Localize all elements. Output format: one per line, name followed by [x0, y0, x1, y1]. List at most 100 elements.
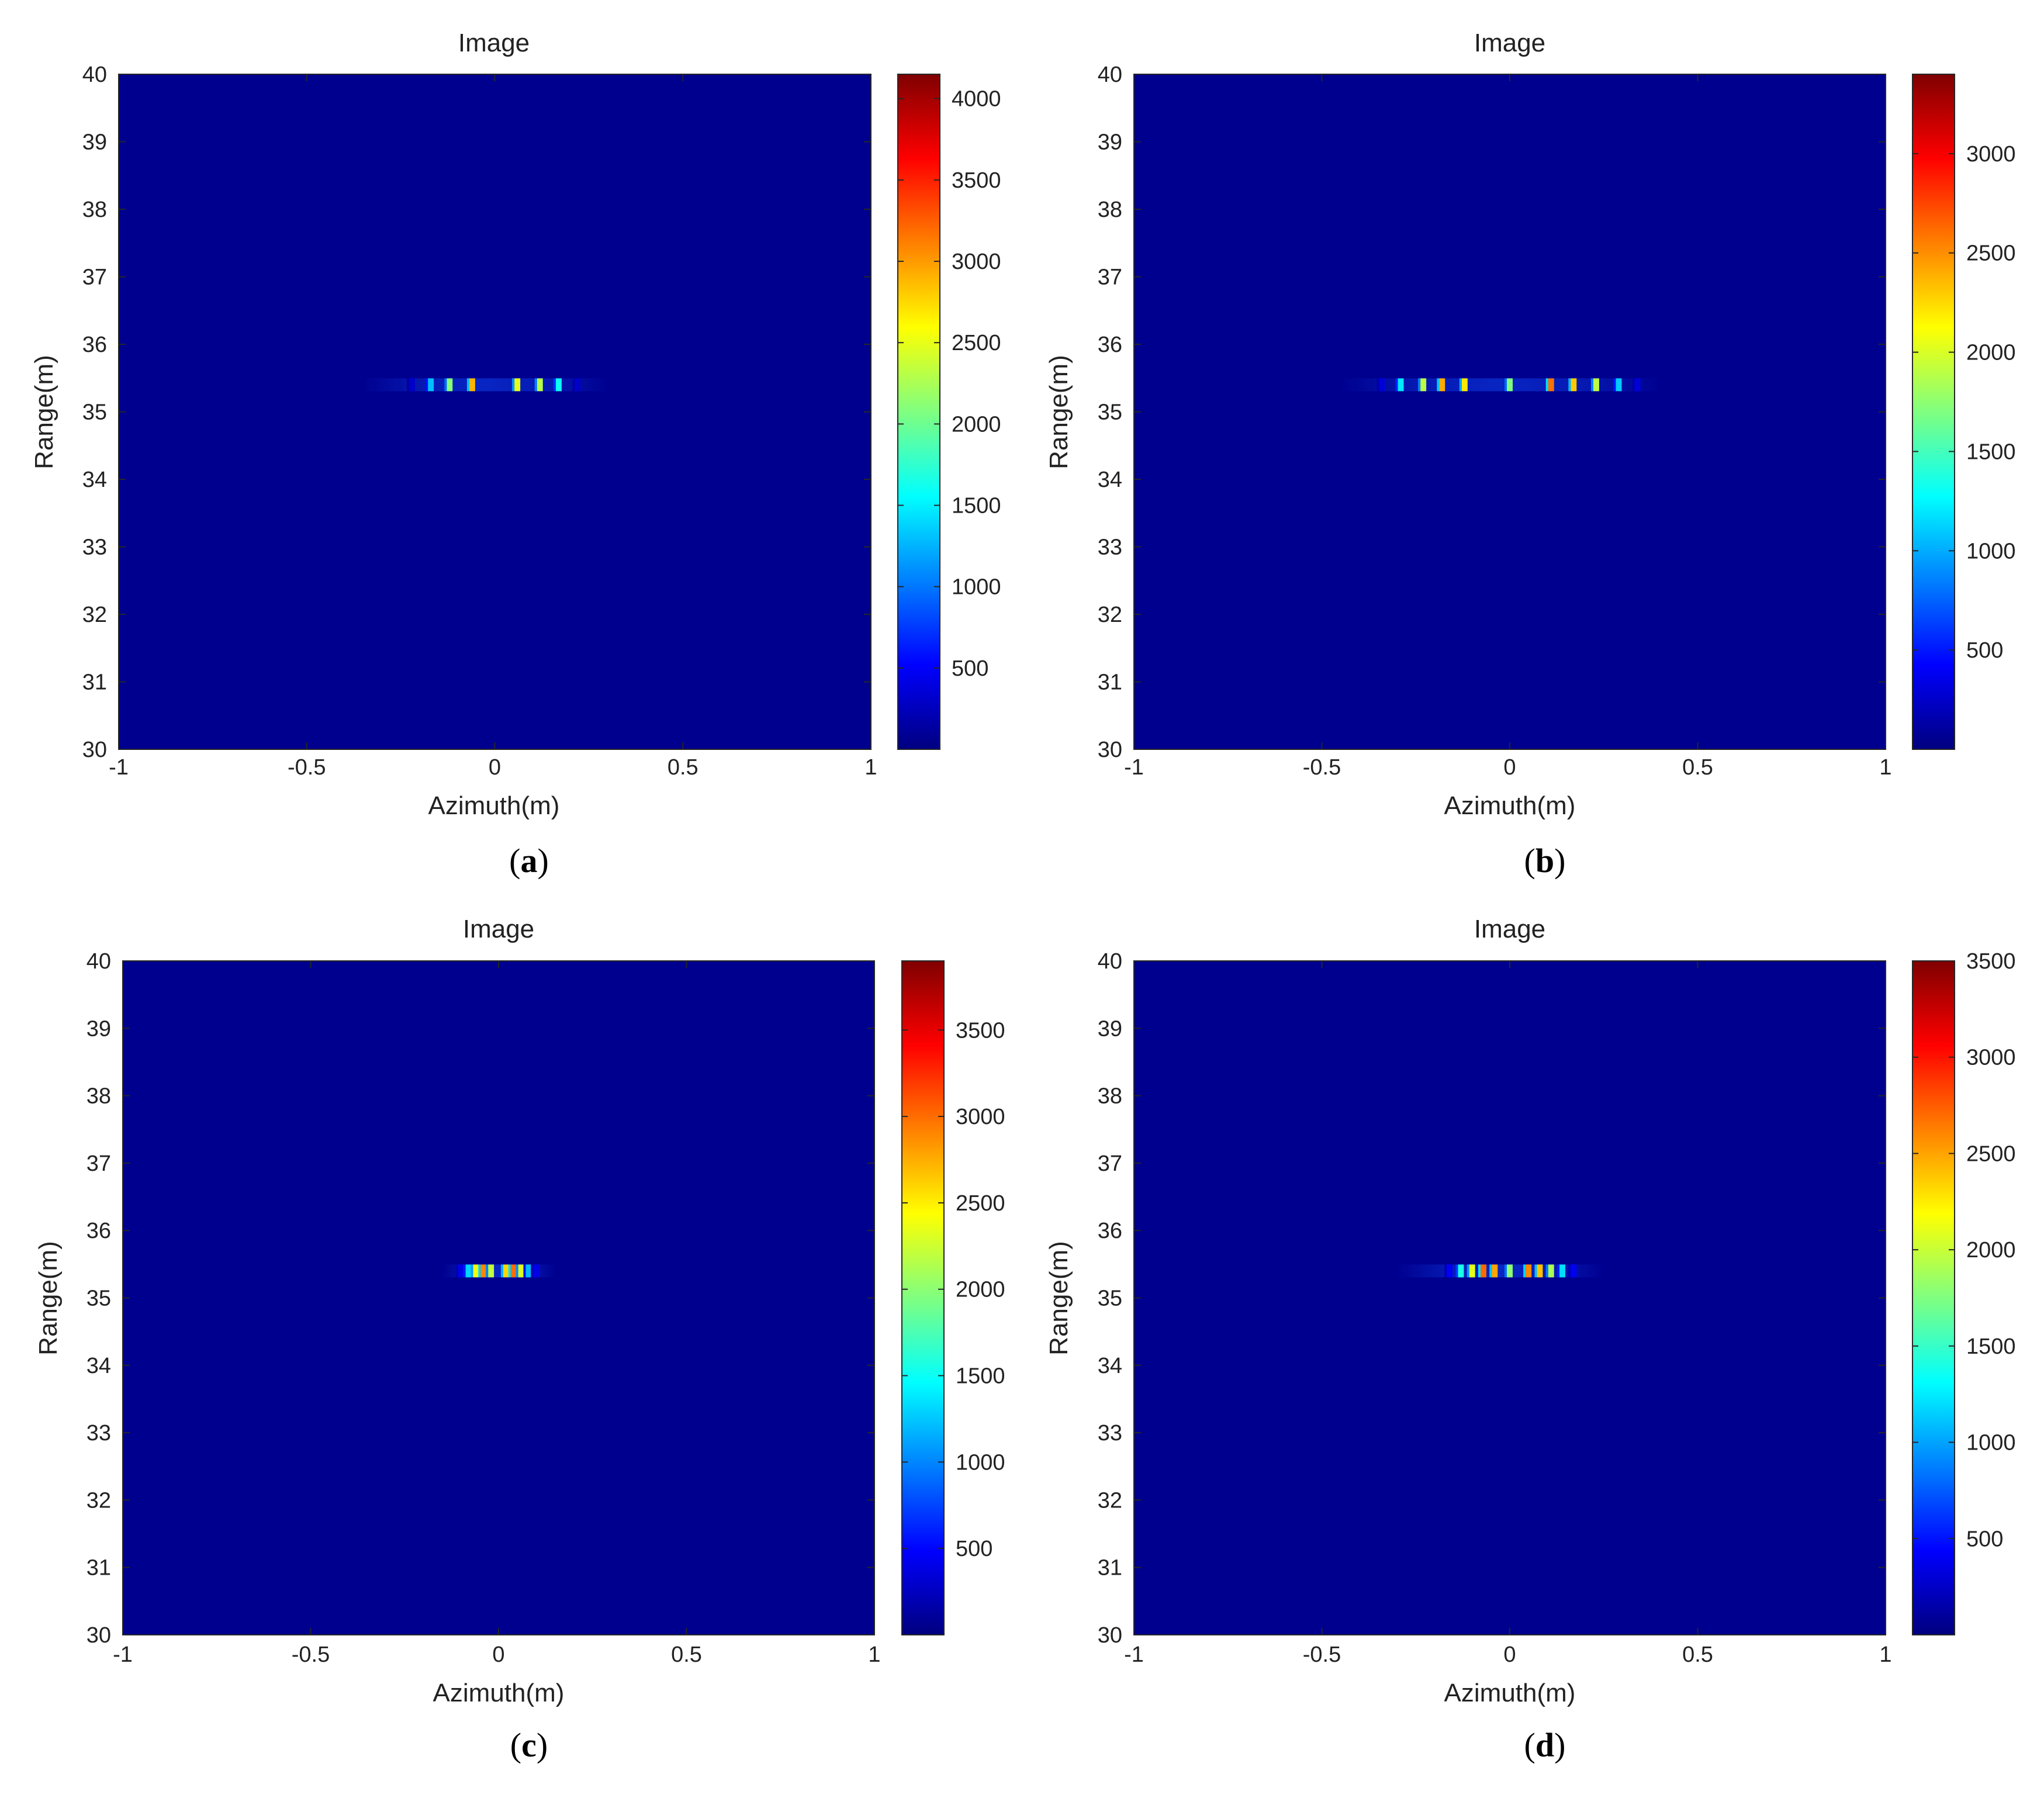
target-peak: [469, 378, 475, 392]
target-peak: [488, 1264, 494, 1278]
target-peak: [525, 1264, 532, 1278]
chart-title: Image: [458, 29, 530, 57]
target-peak-sidelobe: [1557, 1264, 1560, 1278]
target-peak: [1571, 1264, 1577, 1278]
colorbar-tick-label: 3500: [956, 1018, 1005, 1043]
target-peak: [1398, 378, 1404, 392]
y-tick-label: 32: [82, 603, 107, 627]
panel-c: Image -1 -0.5 0 0.5 1 30 31 32 33 34 35 36 37 38 39 40 Az…: [34, 915, 1005, 1764]
x-tick-label: -1: [113, 1642, 133, 1667]
panel-caption-letter: c: [521, 1726, 537, 1764]
y-tick-label: 34: [1098, 1354, 1122, 1378]
colorbar-tick-label: 2000: [1966, 1238, 2016, 1263]
colorbar-tick-label: 500: [1966, 638, 2003, 663]
y-tick-label: 39: [1098, 130, 1122, 155]
colorbar: [1912, 961, 1955, 1635]
y-tick-label: 38: [82, 198, 107, 222]
target-peak-sidelobe: [471, 1264, 473, 1278]
y-tick-label: 30: [82, 738, 107, 762]
target-peak-sidelobe: [444, 378, 447, 392]
y-tick-label: 32: [1098, 603, 1122, 627]
x-tick-label: -0.5: [288, 755, 326, 780]
target-peak-sidelobe: [466, 378, 469, 392]
target-peak-sidelobe: [553, 378, 556, 392]
panel-caption: (a): [509, 842, 549, 880]
colorbar-tick-label: 3500: [1966, 949, 2016, 974]
panel-d: Image -1 -0.5 0 0.5 1 30 31 32 33 34 35 36 37 38 39 40 Az…: [1045, 915, 2016, 1764]
x-axis-label: Azimuth(m): [1444, 1679, 1576, 1707]
colorbar-frame: [897, 74, 940, 750]
target-peak: [1439, 378, 1445, 392]
x-tick-label: -0.5: [1303, 755, 1341, 780]
target-peak-sidelobe: [1478, 1264, 1481, 1278]
target-peak-sidelobe: [1444, 1264, 1447, 1278]
target-peak: [518, 1264, 524, 1278]
y-tick-label: 36: [87, 1219, 111, 1243]
target-peak-sidelobe: [500, 1264, 503, 1278]
y-tick-label: 35: [82, 400, 107, 425]
y-tick-label: 37: [1098, 265, 1122, 290]
panel-a: Image -1 -0.5 0 0.5 1 30 31 32 33 34 35 36 37 38 39 40 Az…: [30, 29, 1001, 880]
target-peak: [1548, 378, 1554, 392]
target-peak: [1379, 378, 1385, 392]
target-peak: [428, 378, 434, 392]
y-tick-label: 34: [87, 1354, 111, 1378]
target-peak-sidelobe: [1534, 1264, 1537, 1278]
target-peak: [575, 378, 581, 392]
y-tick-label: 33: [82, 535, 107, 560]
target-peak: [503, 1264, 509, 1278]
y-tick-label: 40: [87, 949, 111, 974]
y-tick-label: 35: [1098, 1286, 1122, 1311]
y-tick-label: 40: [1098, 63, 1122, 87]
y-tick-label: 37: [1098, 1151, 1122, 1176]
target-peak: [1559, 1264, 1566, 1278]
target-halo: [363, 378, 608, 392]
x-tick-label: 0.5: [668, 755, 698, 780]
y-axis-label: Range(m): [34, 1241, 63, 1355]
x-tick-label: 0.5: [671, 1642, 702, 1667]
colorbar-tick-label: 2500: [952, 331, 1001, 355]
y-tick-label: 31: [1098, 1556, 1122, 1580]
panel-caption-letter: d: [1535, 1726, 1554, 1764]
chart-title: Image: [1474, 915, 1545, 943]
target-peak: [1458, 1264, 1464, 1278]
target-peak-sidelobe: [531, 1264, 534, 1278]
target-peak-sidelobe: [1505, 378, 1507, 392]
colorbar-tick-label: 1500: [956, 1364, 1005, 1389]
target-peak-sidelobe: [534, 378, 537, 392]
target-peak-sidelobe: [1613, 378, 1616, 392]
panel-caption: (b): [1524, 842, 1566, 880]
y-tick-label: 34: [82, 468, 107, 492]
colorbar-tick-label: 3000: [952, 250, 1001, 274]
colorbar-tick-label: 2000: [952, 412, 1001, 437]
target-peak: [1593, 378, 1599, 392]
target-peak: [1548, 1264, 1554, 1278]
y-tick-label: 31: [82, 670, 107, 695]
target-peak: [1526, 1264, 1532, 1278]
target-peak-sidelobe: [1523, 1264, 1526, 1278]
target-peak: [537, 378, 543, 392]
panel-caption-letter: a: [521, 842, 538, 880]
colorbar-frame: [1912, 74, 1955, 750]
target-peak-sidelobe: [1568, 378, 1571, 392]
y-tick-label: 39: [82, 130, 107, 155]
target-peak-sidelobe: [1632, 378, 1635, 392]
target-peak-sidelobe: [455, 1264, 458, 1278]
x-tick-label: 0: [1503, 755, 1516, 780]
colorbar-tick-label: 3000: [1966, 142, 2016, 167]
colorbar-tick-label: 1500: [952, 494, 1001, 518]
colorbar-tick-label: 2000: [956, 1278, 1005, 1302]
x-tick-label: 0.5: [1682, 755, 1713, 780]
target-peak: [1537, 1264, 1543, 1278]
y-tick-label: 30: [87, 1623, 111, 1648]
target-peak-sidelobe: [572, 378, 575, 392]
colorbar-tick-label: 2500: [956, 1191, 1005, 1216]
target-peak: [1634, 378, 1641, 392]
y-tick-label: 39: [87, 1016, 111, 1041]
target-peak: [409, 378, 415, 392]
colorbar-tick-label: 1500: [1966, 1334, 2016, 1359]
target-peak: [1571, 378, 1577, 392]
colorbar-tick-label: 2500: [1966, 1142, 2016, 1166]
y-tick-label: 33: [87, 1421, 111, 1445]
colorbar-frame: [1912, 960, 1955, 1635]
